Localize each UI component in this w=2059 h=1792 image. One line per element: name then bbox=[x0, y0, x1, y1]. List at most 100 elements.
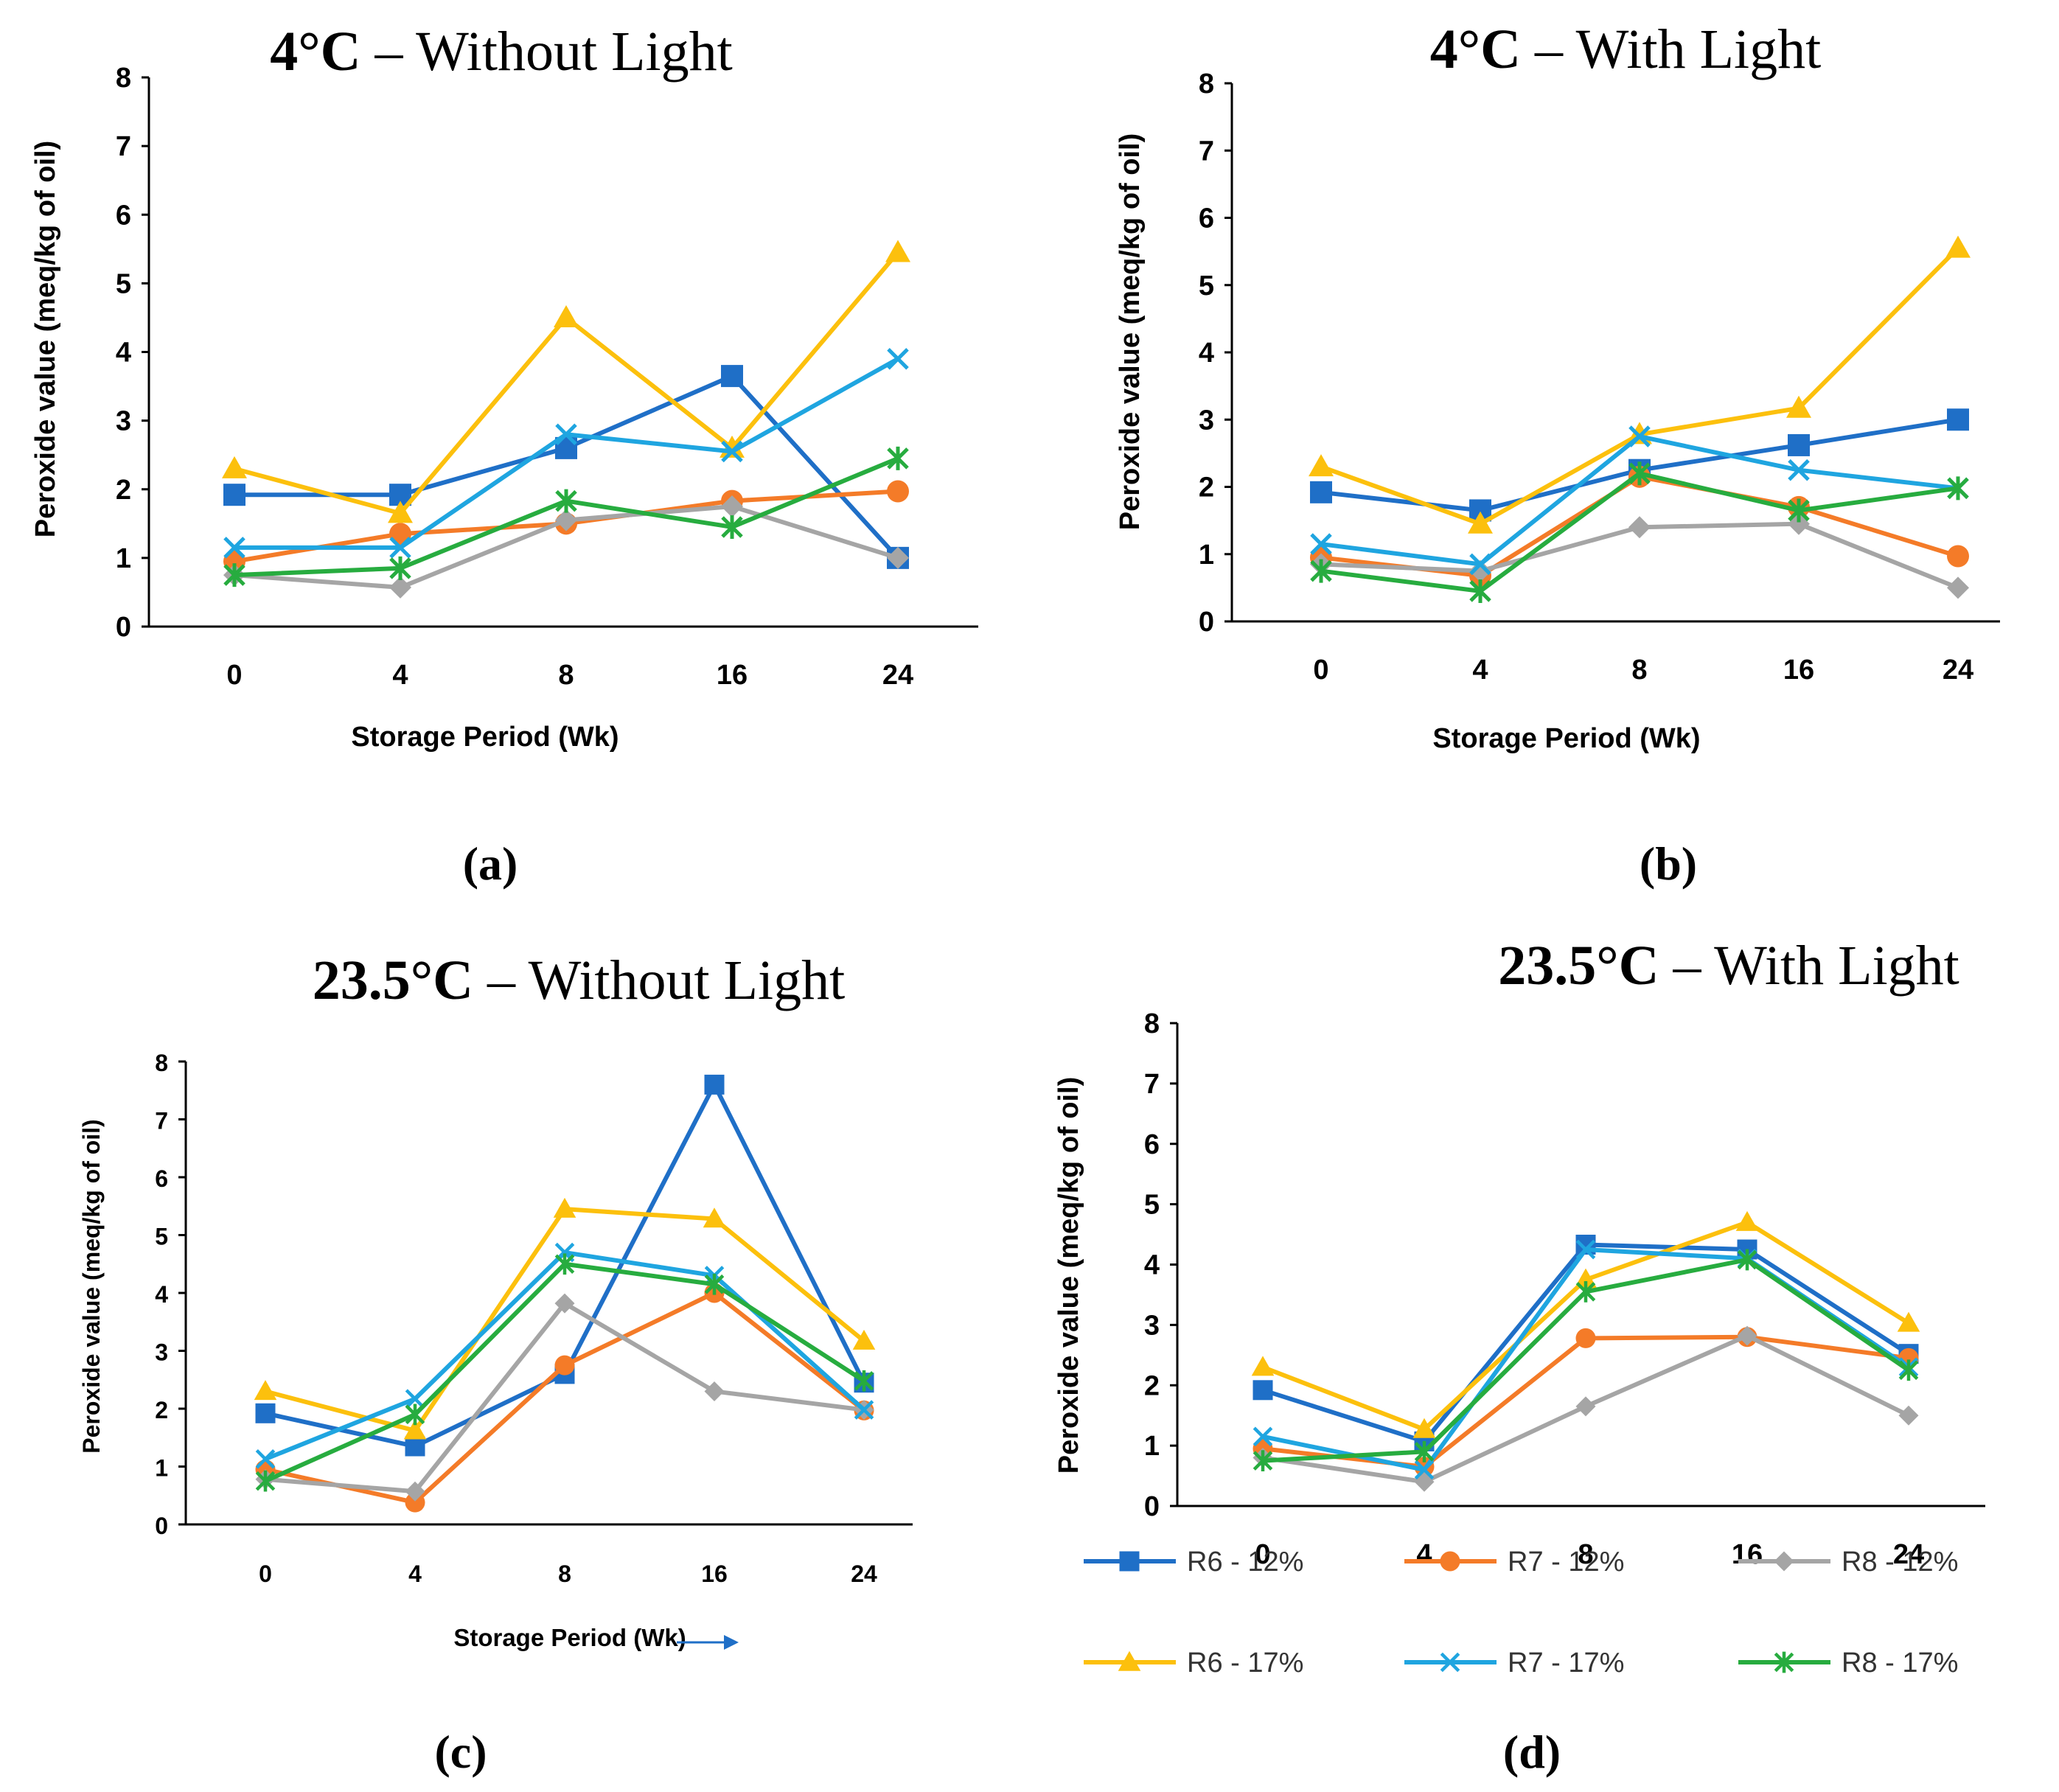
panel-b-xtick-label: 24 bbox=[1943, 655, 1973, 686]
panel-c-xtick-label: 4 bbox=[408, 1561, 422, 1587]
panel-d-title-bold: 23.5°C bbox=[1498, 935, 1659, 997]
panel-c-ytick-label: 0 bbox=[155, 1513, 168, 1539]
legend-marker bbox=[1118, 1650, 1141, 1671]
data-point bbox=[555, 509, 577, 531]
data-point bbox=[1310, 559, 1332, 583]
data-point bbox=[1574, 1268, 1598, 1289]
panel-d-ytick-label: 2 bbox=[1144, 1370, 1160, 1401]
panel-a-ytick-label: 8 bbox=[116, 63, 131, 94]
panel-b-series-r8-17- bbox=[1310, 461, 1969, 603]
panel-b-xlabel: Storage Period (Wk) bbox=[1432, 723, 1700, 754]
legend-label: R6 - 12% bbox=[1187, 1547, 1303, 1577]
panel-d-series-r8-12- bbox=[1253, 1325, 1919, 1492]
legend-marker bbox=[1440, 1652, 1460, 1673]
data-point bbox=[222, 456, 247, 478]
panel-b-ylabel: Peroxide value (meq/kg of oil) bbox=[1115, 133, 1146, 530]
data-point bbox=[1310, 533, 1332, 555]
data-point bbox=[887, 480, 909, 503]
panel-a-ylabel: Peroxide value (meq/kg of oil) bbox=[30, 141, 61, 537]
data-point bbox=[1947, 408, 1969, 431]
data-point bbox=[254, 1380, 277, 1401]
panel-d-xtick-label: 24 bbox=[1893, 1539, 1924, 1570]
data-point bbox=[704, 1381, 725, 1401]
data-point bbox=[887, 446, 909, 470]
data-point bbox=[555, 423, 577, 446]
panel-c-ytick-label: 8 bbox=[155, 1050, 168, 1076]
data-point bbox=[1735, 1210, 1759, 1231]
panel-a-title: 4°C – Without Light bbox=[270, 21, 733, 83]
legend-item: R7 - 17% bbox=[1404, 1648, 1624, 1678]
panel-c-xtick-label: 8 bbox=[558, 1561, 571, 1587]
panel-d-ytick-label: 3 bbox=[1144, 1310, 1160, 1341]
legend-marker bbox=[1774, 1551, 1794, 1572]
panel-d-ytick-label: 6 bbox=[1144, 1129, 1160, 1160]
data-point bbox=[405, 1389, 425, 1409]
data-point bbox=[721, 365, 743, 388]
panel-b-label: (b) bbox=[1640, 837, 1697, 890]
panel-c-plot: 0 1 2 3 4 5 6 7 8 0 4 8 16 24 bbox=[155, 1050, 913, 1587]
panel-b-title-rest: – With Light bbox=[1521, 18, 1821, 80]
panel-d-title-rest: – With Light bbox=[1659, 935, 1959, 997]
panel-a-ytick-label: 2 bbox=[116, 475, 131, 506]
panel-c-xtick-label: 0 bbox=[259, 1561, 272, 1587]
panel-b-xtick-label: 16 bbox=[1783, 655, 1814, 686]
panel-a-xlabel: Storage Period (Wk) bbox=[351, 722, 619, 753]
panel-b-title-bold: 4°C bbox=[1430, 18, 1521, 80]
panel-b-ytick-label: 4 bbox=[1199, 338, 1214, 369]
legend-marker bbox=[1774, 1651, 1794, 1673]
data-point bbox=[1253, 1380, 1273, 1401]
data-point bbox=[1469, 553, 1491, 576]
data-point bbox=[1947, 545, 1969, 568]
data-point bbox=[1414, 1440, 1435, 1462]
data-point bbox=[223, 550, 245, 573]
legend-label: R7 - 12% bbox=[1508, 1547, 1624, 1577]
panel-a-series-r6-17- bbox=[222, 240, 910, 523]
legend-label: R8 - 12% bbox=[1842, 1547, 1958, 1577]
panel-b-ytick-label: 8 bbox=[1199, 69, 1214, 100]
panel-a-ytick-label: 7 bbox=[116, 131, 131, 162]
data-point bbox=[389, 556, 411, 580]
data-point bbox=[1251, 1356, 1275, 1376]
panel-d-ytick-label: 1 bbox=[1144, 1431, 1160, 1462]
data-point bbox=[223, 537, 245, 559]
data-point bbox=[403, 1419, 427, 1440]
legend-item: R6 - 12% bbox=[1084, 1547, 1303, 1577]
data-point bbox=[1414, 1460, 1435, 1480]
panel-a-xtick-label: 24 bbox=[882, 660, 913, 691]
panel-d-ytick-label: 8 bbox=[1144, 1008, 1160, 1039]
panel-c-xtick-label: 24 bbox=[851, 1561, 877, 1587]
panel-b-xtick-label: 4 bbox=[1472, 655, 1488, 686]
data-point bbox=[1737, 1325, 1757, 1346]
panel-d-xtick-label: 16 bbox=[1732, 1539, 1763, 1570]
data-point bbox=[405, 1492, 425, 1513]
data-point bbox=[887, 546, 909, 569]
panel-a-label: (a) bbox=[463, 837, 518, 890]
panel-c-ytick-label: 7 bbox=[155, 1108, 168, 1134]
data-point bbox=[885, 240, 910, 262]
legend-item: R6 - 17% bbox=[1084, 1648, 1303, 1678]
data-point bbox=[405, 1436, 425, 1457]
data-point bbox=[1575, 1328, 1596, 1348]
panel-b: 4°C – With Light 0 1 2 3 4 5 6 7 8 0 4 8 16 24 Storag… bbox=[1115, 18, 2000, 890]
panel-a-ytick-label: 5 bbox=[116, 268, 131, 299]
panel-c-ylabel: Peroxide value (meq/kg of oil) bbox=[78, 1119, 105, 1453]
panel-c-series-r7-17- bbox=[255, 1242, 874, 1469]
panel-d-plot: 0 1 2 3 4 5 6 7 8 0 4 8 16 24 bbox=[1144, 1008, 1985, 1570]
data-point bbox=[223, 563, 245, 588]
data-point bbox=[1575, 1239, 1596, 1260]
panel-d-xtick-label: 0 bbox=[1255, 1539, 1270, 1570]
panel-b-xtick-label: 8 bbox=[1631, 655, 1647, 686]
legend-marker bbox=[1440, 1551, 1460, 1572]
arrow-icon bbox=[677, 1635, 739, 1650]
data-point bbox=[389, 523, 411, 545]
panel-a-title-rest: – Without Light bbox=[360, 21, 732, 83]
data-point bbox=[1628, 425, 1651, 447]
panel-c-series-r8-17- bbox=[255, 1253, 874, 1492]
data-point bbox=[721, 515, 743, 539]
panel-c-ytick-label: 2 bbox=[155, 1397, 168, 1423]
data-point bbox=[1897, 1311, 1920, 1332]
data-point bbox=[852, 1329, 876, 1350]
data-point bbox=[1253, 1426, 1273, 1447]
